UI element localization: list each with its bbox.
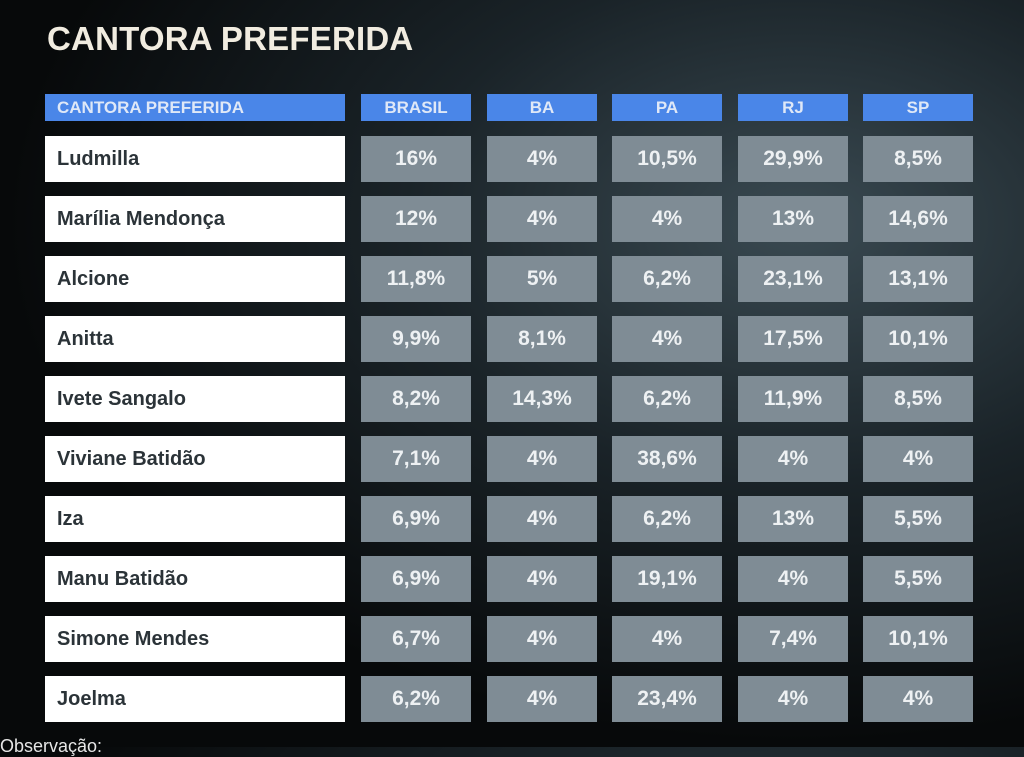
value-ba: 5% bbox=[487, 256, 597, 302]
table-row: Joelma 6,2% 4% 23,4% 4% 4% bbox=[0, 676, 1024, 722]
header-sp: SP bbox=[863, 94, 973, 121]
value-ba: 4% bbox=[487, 136, 597, 182]
value-brasil: 6,9% bbox=[361, 556, 471, 602]
singer-name: Simone Mendes bbox=[45, 616, 345, 662]
value-sp: 14,6% bbox=[863, 196, 973, 242]
value-pa: 4% bbox=[612, 196, 722, 242]
value-ba: 4% bbox=[487, 556, 597, 602]
value-rj: 23,1% bbox=[738, 256, 848, 302]
table-row: Viviane Batidão 7,1% 4% 38,6% 4% 4% bbox=[0, 436, 1024, 482]
header-rj: RJ bbox=[738, 94, 848, 121]
singer-name: Manu Batidão bbox=[45, 556, 345, 602]
singer-name: Ludmilla bbox=[45, 136, 345, 182]
value-ba: 4% bbox=[487, 676, 597, 722]
value-rj: 4% bbox=[738, 436, 848, 482]
header-pa: PA bbox=[612, 94, 722, 121]
value-brasil: 11,8% bbox=[361, 256, 471, 302]
value-rj: 13% bbox=[738, 196, 848, 242]
value-brasil: 6,7% bbox=[361, 616, 471, 662]
singer-name: Viviane Batidão bbox=[45, 436, 345, 482]
value-ba: 4% bbox=[487, 616, 597, 662]
value-sp: 8,5% bbox=[863, 136, 973, 182]
value-sp: 13,1% bbox=[863, 256, 973, 302]
singer-name: Marília Mendonça bbox=[45, 196, 345, 242]
value-pa: 4% bbox=[612, 616, 722, 662]
value-rj: 7,4% bbox=[738, 616, 848, 662]
value-pa: 6,2% bbox=[612, 256, 722, 302]
table-row: Marília Mendonça 12% 4% 4% 13% 14,6% bbox=[0, 196, 1024, 242]
table-row: Ludmilla 16% 4% 10,5% 29,9% 8,5% bbox=[0, 136, 1024, 182]
value-ba: 4% bbox=[487, 496, 597, 542]
page-title: CANTORA PREFERIDA bbox=[47, 20, 414, 57]
value-pa: 6,2% bbox=[612, 496, 722, 542]
value-ba: 4% bbox=[487, 436, 597, 482]
value-brasil: 16% bbox=[361, 136, 471, 182]
value-pa: 4% bbox=[612, 316, 722, 362]
singer-name: Alcione bbox=[45, 256, 345, 302]
value-brasil: 8,2% bbox=[361, 376, 471, 422]
value-pa: 38,6% bbox=[612, 436, 722, 482]
table-row: Ivete Sangalo 8,2% 14,3% 6,2% 11,9% 8,5% bbox=[0, 376, 1024, 422]
singer-name: Anitta bbox=[45, 316, 345, 362]
singer-name: Joelma bbox=[45, 676, 345, 722]
singer-name: Ivete Sangalo bbox=[45, 376, 345, 422]
value-sp: 5,5% bbox=[863, 496, 973, 542]
value-pa: 6,2% bbox=[612, 376, 722, 422]
value-rj: 11,9% bbox=[738, 376, 848, 422]
value-rj: 4% bbox=[738, 676, 848, 722]
value-sp: 4% bbox=[863, 676, 973, 722]
value-brasil: 6,9% bbox=[361, 496, 471, 542]
value-brasil: 7,1% bbox=[361, 436, 471, 482]
value-sp: 10,1% bbox=[863, 316, 973, 362]
value-brasil: 12% bbox=[361, 196, 471, 242]
value-rj: 13% bbox=[738, 496, 848, 542]
value-sp: 4% bbox=[863, 436, 973, 482]
value-pa: 10,5% bbox=[612, 136, 722, 182]
value-ba: 4% bbox=[487, 196, 597, 242]
value-pa: 19,1% bbox=[612, 556, 722, 602]
table-row: Manu Batidão 6,9% 4% 19,1% 4% 5,5% bbox=[0, 556, 1024, 602]
value-pa: 23,4% bbox=[612, 676, 722, 722]
value-sp: 10,1% bbox=[863, 616, 973, 662]
value-ba: 8,1% bbox=[487, 316, 597, 362]
value-rj: 17,5% bbox=[738, 316, 848, 362]
value-brasil: 9,9% bbox=[361, 316, 471, 362]
singer-name: Iza bbox=[45, 496, 345, 542]
value-rj: 4% bbox=[738, 556, 848, 602]
table-row: Anitta 9,9% 8,1% 4% 17,5% 10,1% bbox=[0, 316, 1024, 362]
table-row: Simone Mendes 6,7% 4% 4% 7,4% 10,1% bbox=[0, 616, 1024, 662]
value-ba: 14,3% bbox=[487, 376, 597, 422]
value-brasil: 6,2% bbox=[361, 676, 471, 722]
header-singer: CANTORA PREFERIDA bbox=[45, 94, 345, 121]
table-row: Alcione 11,8% 5% 6,2% 23,1% 13,1% bbox=[0, 256, 1024, 302]
value-sp: 8,5% bbox=[863, 376, 973, 422]
value-rj: 29,9% bbox=[738, 136, 848, 182]
value-sp: 5,5% bbox=[863, 556, 973, 602]
header-brasil: BRASIL bbox=[361, 94, 471, 121]
header-ba: BA bbox=[487, 94, 597, 121]
table-row: Iza 6,9% 4% 6,2% 13% 5,5% bbox=[0, 496, 1024, 542]
